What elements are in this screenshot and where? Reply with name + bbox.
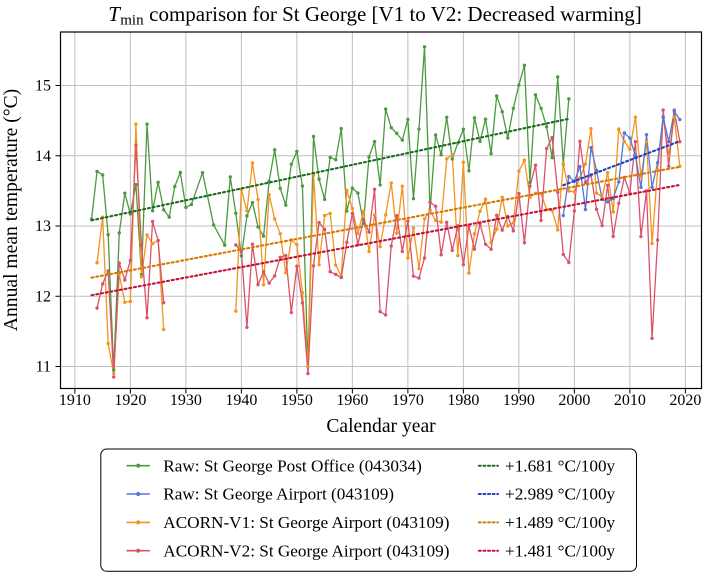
- svg-text:12: 12: [35, 288, 51, 305]
- svg-text:Calendar year: Calendar year: [326, 416, 436, 437]
- svg-text:+2.989 °C/100y: +2.989 °C/100y: [505, 485, 616, 504]
- svg-text:1930: 1930: [170, 392, 202, 409]
- svg-text:15: 15: [35, 78, 51, 95]
- svg-text:2010: 2010: [614, 392, 646, 409]
- svg-text:Raw: St George Post Office (04: Raw: St George Post Office (043034): [163, 456, 422, 475]
- svg-text:1940: 1940: [225, 392, 257, 409]
- svg-text:1950: 1950: [281, 392, 313, 409]
- svg-text:ACORN-V1: St George Airport (0: ACORN-V1: St George Airport (043109): [163, 513, 449, 532]
- svg-text:1960: 1960: [336, 392, 368, 409]
- svg-text:1910: 1910: [59, 392, 91, 409]
- svg-text:Annual mean temperature (°C): Annual mean temperature (°C): [1, 89, 22, 331]
- svg-text:2020: 2020: [669, 392, 701, 409]
- svg-text:+1.489 °C/100y: +1.489 °C/100y: [505, 513, 616, 532]
- svg-text:2000: 2000: [558, 392, 590, 409]
- svg-text:ACORN-V2: St George Airport (0: ACORN-V2: St George Airport (043109): [163, 541, 449, 560]
- svg-text:+1.481 °C/100y: +1.481 °C/100y: [505, 541, 616, 560]
- svg-text:1970: 1970: [392, 392, 424, 409]
- svg-text:Tmin comparison for St George: Tmin comparison for St George [V1 to V2:…: [108, 2, 641, 28]
- svg-text:1990: 1990: [503, 392, 535, 409]
- svg-text:1980: 1980: [447, 392, 479, 409]
- svg-text:Raw: St George Airport (043109: Raw: St George Airport (043109): [163, 485, 394, 504]
- svg-text:11: 11: [36, 359, 51, 376]
- svg-text:+1.681 °C/100y: +1.681 °C/100y: [505, 456, 616, 475]
- svg-text:14: 14: [35, 148, 51, 165]
- svg-text:1920: 1920: [114, 392, 146, 409]
- svg-text:13: 13: [35, 218, 51, 235]
